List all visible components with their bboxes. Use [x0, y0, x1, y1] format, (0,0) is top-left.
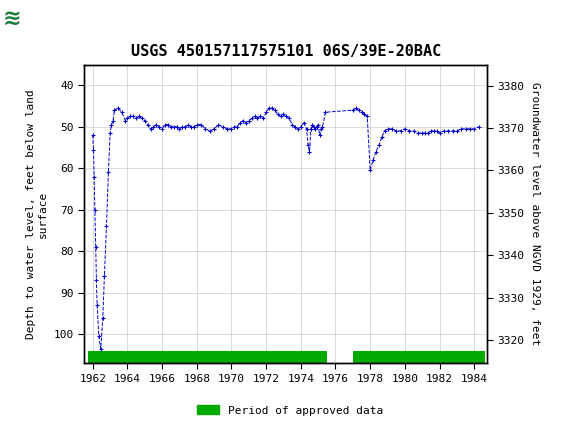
Text: ≋: ≋	[3, 8, 21, 28]
Text: USGS: USGS	[58, 9, 118, 28]
Title: USGS 450157117575101 06S/39E-20BAC: USGS 450157117575101 06S/39E-20BAC	[130, 44, 441, 59]
Y-axis label: Groundwater level above NGVD 1929, feet: Groundwater level above NGVD 1929, feet	[530, 82, 540, 346]
Legend: Period of approved data: Period of approved data	[193, 401, 387, 420]
Y-axis label: Depth to water level, feet below land
surface: Depth to water level, feet below land su…	[26, 89, 48, 339]
Bar	[3, 2, 52, 35]
